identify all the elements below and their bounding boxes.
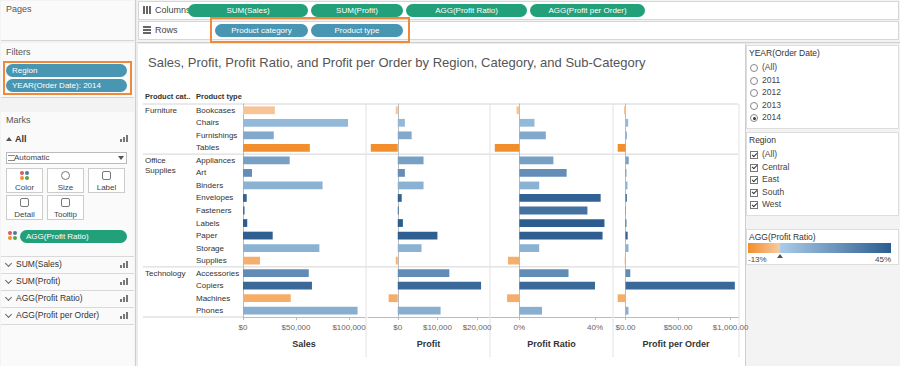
html-text:Product type: Product type xyxy=(334,26,380,35)
svg-text:Sales: Sales xyxy=(292,339,316,349)
html-text:Region: Region xyxy=(12,66,38,75)
svg-text:Tables: Tables xyxy=(196,143,219,152)
html-text:Central: Central xyxy=(762,161,790,172)
svg-text:Labels: Labels xyxy=(196,219,220,228)
html-text:-13%: -13% xyxy=(748,255,767,264)
html-text:YEAR(Order Date): YEAR(Order Date) xyxy=(749,48,820,58)
html-text:Product category: Product category xyxy=(231,26,292,35)
svg-text:$20,000: $20,000 xyxy=(463,323,492,332)
html-text:AGG(Profit Ratio): AGG(Profit Ratio) xyxy=(26,232,89,241)
html-text:SUM(Profit): SUM(Profit) xyxy=(16,276,61,286)
html-text:AGG(Profit Ratio): AGG(Profit Ratio) xyxy=(749,232,816,242)
svg-text:Supplies: Supplies xyxy=(145,166,176,175)
svg-text:$100,000: $100,000 xyxy=(332,323,366,332)
html-text:AGG(Profit Ratio): AGG(Profit Ratio) xyxy=(435,6,498,15)
html-text:Label: Label xyxy=(96,183,117,192)
svg-text:Binders: Binders xyxy=(196,181,223,190)
svg-text:Envelopes: Envelopes xyxy=(196,193,233,202)
html-text:YEAR(Order Date): 2014: YEAR(Order Date): 2014 xyxy=(12,81,101,90)
svg-text:Bookcases: Bookcases xyxy=(196,106,235,115)
html-text:West: West xyxy=(762,199,782,209)
html-text:Automatic: Automatic xyxy=(14,153,50,162)
html-text:45%: 45% xyxy=(875,255,891,264)
html-text:Pages: Pages xyxy=(6,4,32,14)
svg-text:Office: Office xyxy=(145,156,168,165)
svg-text:$0: $0 xyxy=(239,323,248,332)
html-text:2012: 2012 xyxy=(762,87,781,97)
svg-text:Product cat..: Product cat.. xyxy=(145,92,190,101)
svg-text:$0.00: $0.00 xyxy=(616,323,637,332)
svg-text:Sales, Profit, Profit Ratio, a: Sales, Profit, Profit Ratio, and Profit … xyxy=(148,55,646,70)
html-text:(All): (All) xyxy=(762,149,778,159)
svg-text:Accessories: Accessories xyxy=(196,269,239,278)
svg-text:$10,000: $10,000 xyxy=(423,323,452,332)
html-text:Region: Region xyxy=(749,135,776,145)
svg-text:Profit: Profit xyxy=(417,339,441,349)
svg-text:Furnishings: Furnishings xyxy=(196,131,237,140)
svg-text:Art: Art xyxy=(196,168,207,177)
svg-text:$50,000: $50,000 xyxy=(282,323,311,332)
svg-text:Profit Ratio: Profit Ratio xyxy=(527,339,576,349)
html-text:East: East xyxy=(762,174,779,184)
html-text:All: All xyxy=(15,134,27,144)
svg-text:Storage: Storage xyxy=(196,244,225,253)
svg-text:$500.00: $500.00 xyxy=(664,323,693,332)
svg-text:Fasteners: Fasteners xyxy=(196,206,232,215)
html-text:AGG(Profit Ratio): AGG(Profit Ratio) xyxy=(16,293,83,303)
svg-text:Paper: Paper xyxy=(196,231,218,240)
html-text:2014: 2014 xyxy=(762,112,781,122)
html-text:Tooltip: Tooltip xyxy=(53,210,78,219)
html-text:South: South xyxy=(762,186,785,197)
html-text:Marks: Marks xyxy=(6,115,31,125)
html-text:2011: 2011 xyxy=(762,74,781,85)
svg-text:$0: $0 xyxy=(393,323,402,332)
html-text:Columns: Columns xyxy=(155,5,191,15)
html-text:Rows: Rows xyxy=(155,25,178,35)
html-text:(All): (All) xyxy=(762,62,778,72)
svg-text:Furniture: Furniture xyxy=(145,106,178,115)
html-text:2013: 2013 xyxy=(762,99,781,110)
svg-text:Profit per Order: Profit per Order xyxy=(642,339,710,349)
html-text:SUM(Profit): SUM(Profit) xyxy=(336,6,378,15)
svg-text:Machines: Machines xyxy=(196,294,230,303)
html-text:SUM(Sales): SUM(Sales) xyxy=(16,259,62,269)
html-text:Detail: Detail xyxy=(14,210,35,219)
svg-text:Appliances: Appliances xyxy=(196,156,235,165)
svg-text:0%: 0% xyxy=(514,323,526,332)
html-text:Size: Size xyxy=(57,183,74,192)
html-text:AGG(Profit per Order): AGG(Profit per Order) xyxy=(16,310,100,320)
svg-text:Chairs: Chairs xyxy=(196,118,219,127)
html-text:Color: Color xyxy=(14,183,35,192)
svg-text:40%: 40% xyxy=(587,323,603,332)
svg-text:$1,000.00: $1,000.00 xyxy=(713,323,749,332)
html-text:Filters: Filters xyxy=(6,47,31,57)
svg-text:Phones: Phones xyxy=(196,306,223,315)
html-text:SUM(Sales): SUM(Sales) xyxy=(226,6,270,15)
svg-text:Copiers: Copiers xyxy=(196,281,224,290)
svg-text:Technology: Technology xyxy=(145,269,185,278)
html-text:AGG(Profit per Order): AGG(Profit per Order) xyxy=(548,6,627,15)
svg-text:Supplies: Supplies xyxy=(196,256,227,265)
svg-text:Product type: Product type xyxy=(196,92,242,101)
